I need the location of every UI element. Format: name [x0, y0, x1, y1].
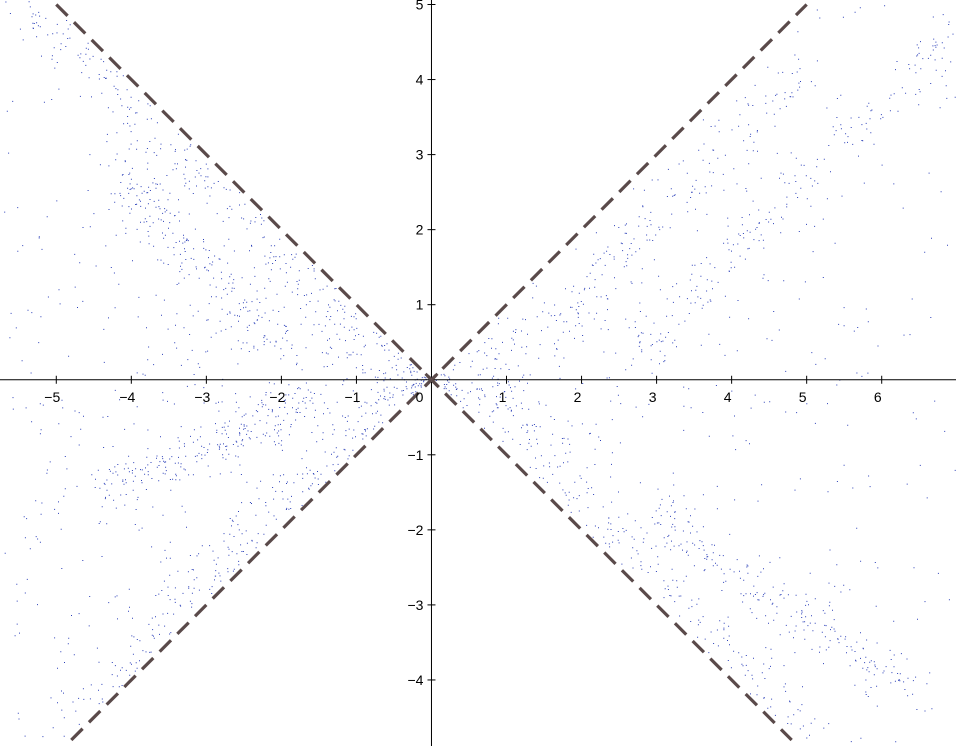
y-tick-label: −4 — [408, 672, 424, 688]
x-tick-label: 3 — [649, 389, 657, 405]
x-tick-label: 5 — [799, 389, 807, 405]
x-tick-label: −5 — [44, 389, 60, 405]
y-tick-label: −1 — [408, 447, 424, 463]
origin-x-marker — [424, 372, 439, 387]
x-tick-label: −2 — [269, 389, 285, 405]
asymptote-y-equals-x — [70, 3, 808, 742]
point-cloud — [4, 1, 956, 743]
x-tick-label: 1 — [499, 389, 507, 405]
x-tick-label: 6 — [874, 389, 882, 405]
x-tick-label: −4 — [119, 389, 135, 405]
y-tick-label: 5 — [416, 0, 424, 13]
x-tick-label: 4 — [724, 389, 732, 405]
x-tick-label: 0 — [416, 389, 424, 405]
points-left — [4, 1, 427, 738]
y-tick-label: −2 — [408, 522, 424, 538]
y-tick-label: 4 — [416, 72, 424, 88]
tick-marks — [55, 4, 883, 681]
x-tick-label: 2 — [574, 389, 582, 405]
x-tick-label: −1 — [344, 389, 360, 405]
y-tick-label: 3 — [416, 147, 424, 163]
tick-labels: −5 −4 −3 −2 −1 0 1 2 3 4 5 6 5 4 3 2 1 −1 −2 −3 −4 — [44, 0, 882, 688]
asymptote-y-equals-neg-x — [55, 3, 793, 742]
y-tick-label: −3 — [408, 597, 424, 613]
origin-marker — [424, 372, 439, 387]
point-cloud-left — [4, 1, 427, 738]
y-tick-label: 2 — [416, 222, 424, 238]
x-tick-label: −3 — [194, 389, 210, 405]
y-tick-label: 1 — [416, 297, 424, 313]
